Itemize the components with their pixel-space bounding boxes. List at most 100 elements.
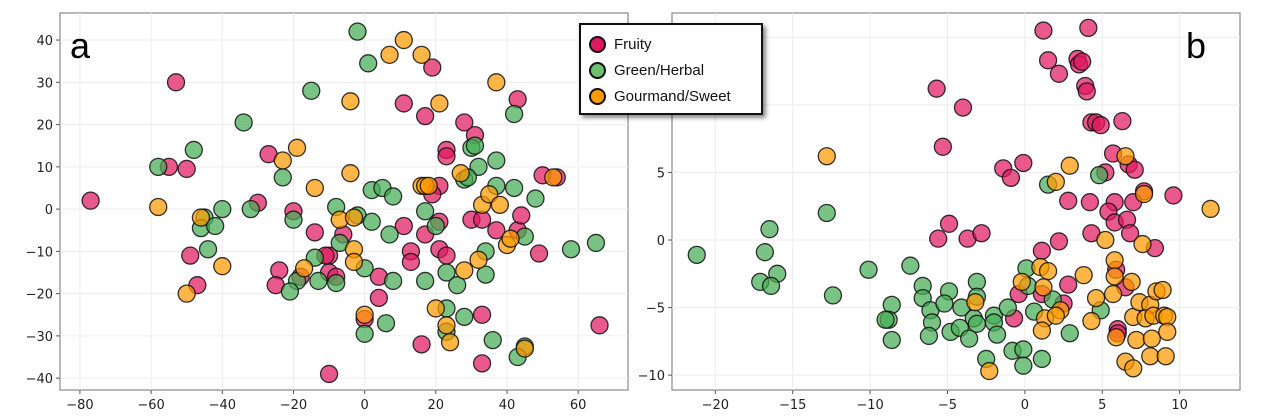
x-tick-label: 0 bbox=[1021, 398, 1029, 413]
data-point bbox=[177, 159, 196, 179]
data-point bbox=[1116, 147, 1135, 166]
data-point bbox=[929, 229, 948, 248]
data-point bbox=[1034, 21, 1053, 40]
data-point bbox=[1113, 111, 1132, 131]
data-point bbox=[1141, 347, 1160, 366]
data-point bbox=[376, 314, 396, 333]
panel-label: a bbox=[70, 25, 91, 66]
data-point bbox=[206, 216, 225, 236]
x-tick-label: −60 bbox=[137, 398, 164, 413]
data-point bbox=[362, 212, 381, 231]
y-tick-label: −10 bbox=[638, 369, 665, 384]
data-point bbox=[1122, 272, 1141, 292]
data-point bbox=[1077, 82, 1096, 101]
series-gourmand-sweet bbox=[817, 147, 1220, 381]
data-point bbox=[967, 314, 987, 333]
data-point bbox=[504, 104, 524, 124]
legend-label: Green/Herbal bbox=[614, 61, 705, 79]
data-point bbox=[966, 293, 985, 312]
legend-marker-gourmand-sweet bbox=[589, 87, 606, 105]
data-point bbox=[415, 106, 435, 126]
data-point bbox=[859, 260, 878, 279]
data-point bbox=[401, 252, 421, 272]
data-point bbox=[1156, 347, 1175, 366]
panel-b: −20 −15 −10 −5 0 5 10 −10 −5 0 5 b bbox=[638, 12, 1241, 413]
data-point bbox=[1164, 186, 1183, 205]
data-point bbox=[1014, 356, 1033, 375]
data-point bbox=[939, 214, 959, 233]
data-point bbox=[273, 151, 292, 170]
data-point bbox=[972, 224, 991, 243]
x-tick-label: −20 bbox=[702, 398, 729, 413]
data-point bbox=[184, 140, 203, 160]
data-point bbox=[426, 299, 445, 318]
data-point bbox=[817, 203, 836, 223]
data-point bbox=[901, 256, 920, 275]
data-point bbox=[1096, 230, 1115, 250]
data-point bbox=[504, 178, 524, 198]
data-point bbox=[380, 45, 399, 64]
data-point bbox=[380, 225, 399, 244]
data-point bbox=[319, 364, 339, 384]
legend: Fruity Green/Herbal Gourmand/Sweet bbox=[579, 23, 763, 115]
data-point bbox=[544, 168, 563, 187]
data-point bbox=[437, 263, 456, 282]
x-tick-label: −20 bbox=[280, 398, 307, 413]
data-point bbox=[1133, 234, 1152, 254]
legend-marker-fruity bbox=[589, 35, 606, 53]
data-point bbox=[166, 73, 186, 92]
y-tick-label: −20 bbox=[26, 288, 53, 303]
data-point bbox=[1091, 116, 1110, 135]
legend-item-green-herbal: Green/Herbal bbox=[589, 57, 753, 83]
data-point bbox=[487, 73, 506, 92]
data-point bbox=[348, 22, 367, 41]
data-point bbox=[383, 271, 403, 291]
data-point bbox=[287, 138, 307, 157]
data-point bbox=[305, 223, 324, 242]
data-point bbox=[213, 257, 232, 276]
data-point bbox=[1082, 311, 1101, 331]
data-point bbox=[341, 92, 360, 111]
data-point bbox=[1103, 284, 1123, 304]
data-point bbox=[1032, 349, 1052, 369]
data-point bbox=[305, 178, 324, 198]
data-point bbox=[1032, 241, 1052, 260]
data-point bbox=[1074, 265, 1093, 285]
data-point bbox=[177, 284, 196, 303]
data-point bbox=[687, 245, 706, 265]
data-point bbox=[472, 354, 492, 373]
data-point bbox=[1059, 191, 1078, 210]
data-point bbox=[1001, 168, 1021, 188]
data-point bbox=[191, 208, 211, 227]
data-point bbox=[1127, 330, 1146, 350]
data-point bbox=[1120, 224, 1140, 243]
x-tick-label: −80 bbox=[66, 398, 93, 413]
data-point bbox=[394, 30, 413, 50]
x-tick-label: 40 bbox=[499, 398, 516, 413]
data-point bbox=[472, 305, 492, 324]
data-point bbox=[1201, 199, 1220, 219]
data-point bbox=[344, 252, 364, 272]
data-point bbox=[448, 276, 467, 295]
data-point bbox=[1086, 288, 1106, 308]
data-point bbox=[149, 157, 168, 176]
data-point bbox=[280, 282, 300, 301]
data-point bbox=[980, 361, 999, 381]
data-point bbox=[590, 316, 609, 335]
data-point bbox=[1060, 324, 1079, 343]
legend-label: Gourmand/Sweet bbox=[614, 87, 731, 105]
data-point bbox=[1105, 251, 1124, 270]
data-point bbox=[455, 261, 474, 280]
data-point bbox=[198, 240, 218, 259]
y-tick-label: −5 bbox=[646, 302, 665, 317]
data-point bbox=[933, 137, 952, 156]
data-point bbox=[437, 316, 456, 335]
data-point bbox=[1105, 267, 1124, 286]
series-fruity bbox=[927, 18, 1183, 343]
y-tick-label: 20 bbox=[36, 119, 53, 134]
data-point bbox=[1046, 306, 1065, 325]
data-point bbox=[412, 335, 431, 354]
data-point bbox=[344, 208, 364, 227]
data-point bbox=[483, 330, 502, 350]
